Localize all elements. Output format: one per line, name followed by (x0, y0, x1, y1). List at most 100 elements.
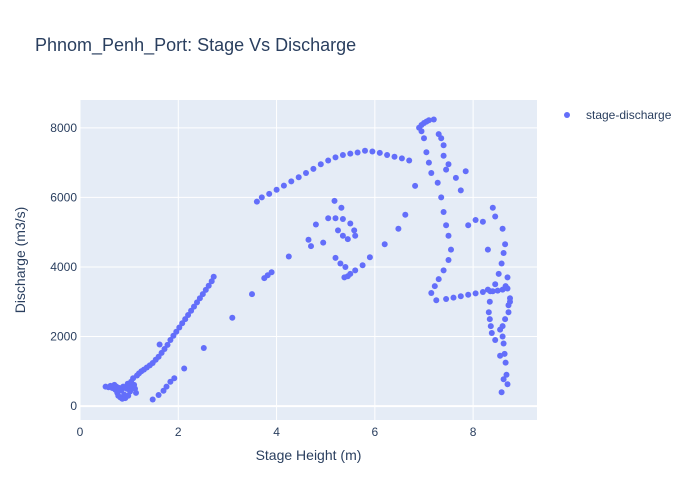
data-point[interactable] (425, 117, 432, 124)
data-point[interactable] (479, 218, 486, 225)
data-point[interactable] (435, 276, 442, 283)
data-point[interactable] (332, 254, 339, 261)
data-point[interactable] (492, 337, 499, 343)
data-point[interactable] (273, 186, 280, 193)
data-point[interactable] (486, 298, 493, 305)
data-point[interactable] (249, 291, 255, 298)
data-point[interactable] (308, 243, 314, 250)
data-points[interactable] (102, 116, 513, 403)
data-point[interactable] (167, 337, 174, 343)
data-point[interactable] (440, 209, 447, 215)
data-point[interactable] (499, 333, 506, 340)
data-point[interactable] (438, 194, 445, 201)
data-point[interactable] (341, 274, 348, 281)
data-point[interactable] (465, 222, 472, 229)
data-point[interactable] (312, 221, 319, 228)
data-point[interactable] (208, 278, 215, 285)
data-point[interactable] (176, 324, 183, 331)
data-point[interactable] (352, 232, 359, 239)
data-point[interactable] (266, 190, 273, 197)
data-point[interactable] (428, 170, 435, 176)
data-point[interactable] (445, 257, 452, 263)
data-point[interactable] (163, 383, 170, 390)
data-point[interactable] (489, 204, 496, 211)
data-point[interactable] (161, 346, 168, 352)
data-point[interactable] (402, 211, 409, 218)
data-point[interactable] (253, 198, 260, 205)
data-point[interactable] (317, 161, 324, 168)
data-point[interactable] (395, 225, 402, 232)
data-point[interactable] (507, 295, 513, 302)
data-point[interactable] (487, 323, 494, 330)
data-point[interactable] (445, 161, 452, 168)
data-point[interactable] (423, 149, 430, 156)
data-point[interactable] (351, 227, 358, 234)
data-point[interactable] (497, 352, 504, 359)
data-point[interactable] (332, 154, 339, 161)
data-point[interactable] (196, 295, 203, 302)
data-point[interactable] (171, 375, 178, 382)
data-point[interactable] (338, 204, 345, 211)
data-point[interactable] (452, 174, 459, 181)
data-point[interactable] (443, 166, 450, 173)
data-point[interactable] (352, 267, 359, 274)
data-point[interactable] (295, 174, 302, 181)
data-point[interactable] (440, 152, 447, 159)
data-point[interactable] (362, 147, 368, 154)
data-point[interactable] (472, 290, 479, 297)
data-point[interactable] (484, 286, 491, 293)
data-point[interactable] (504, 381, 511, 388)
data-point[interactable] (412, 182, 419, 189)
data-point[interactable] (320, 239, 327, 246)
data-point[interactable] (484, 246, 491, 253)
data-point[interactable] (398, 155, 405, 162)
data-point[interactable] (450, 294, 457, 301)
data-point[interactable] (366, 254, 373, 261)
data-point[interactable] (457, 187, 464, 194)
data-point[interactable] (369, 148, 376, 155)
data-point[interactable] (164, 341, 171, 348)
data-point[interactable] (339, 216, 346, 222)
data-point[interactable] (339, 152, 346, 158)
data-point[interactable] (133, 389, 139, 396)
data-point[interactable] (497, 326, 504, 333)
data-point[interactable] (443, 222, 450, 229)
data-point[interactable] (457, 293, 464, 300)
data-point[interactable] (376, 149, 383, 156)
data-point[interactable] (499, 225, 506, 232)
data-point[interactable] (492, 281, 499, 288)
data-point[interactable] (502, 359, 509, 366)
data-point[interactable] (354, 149, 361, 156)
data-point[interactable] (440, 267, 447, 274)
data-point[interactable] (498, 260, 505, 267)
data-point[interactable] (445, 232, 452, 239)
data-point[interactable] (504, 274, 511, 281)
data-point[interactable] (500, 340, 507, 347)
data-point[interactable] (332, 215, 339, 222)
data-point[interactable] (501, 350, 508, 357)
data-point[interactable] (502, 283, 509, 290)
data-point[interactable] (421, 135, 427, 142)
data-point[interactable] (325, 157, 332, 164)
data-point[interactable] (418, 128, 425, 135)
data-point[interactable] (462, 168, 469, 175)
data-point[interactable] (505, 302, 512, 309)
data-point[interactable] (485, 309, 492, 316)
data-point[interactable] (347, 220, 354, 227)
data-point[interactable] (381, 241, 388, 248)
data-point[interactable] (229, 314, 236, 321)
data-point[interactable] (433, 297, 440, 304)
data-point[interactable] (337, 260, 344, 267)
data-point[interactable] (502, 316, 509, 323)
data-point[interactable] (280, 182, 287, 189)
data-point[interactable] (494, 287, 501, 294)
data-point[interactable] (500, 250, 507, 256)
data-point[interactable] (502, 241, 509, 248)
data-point[interactable] (492, 213, 499, 220)
data-point[interactable] (486, 316, 493, 323)
data-point[interactable] (339, 232, 346, 239)
data-point[interactable] (185, 312, 192, 318)
data-point[interactable] (425, 159, 432, 166)
data-point[interactable] (305, 236, 312, 243)
data-point[interactable] (440, 142, 447, 149)
